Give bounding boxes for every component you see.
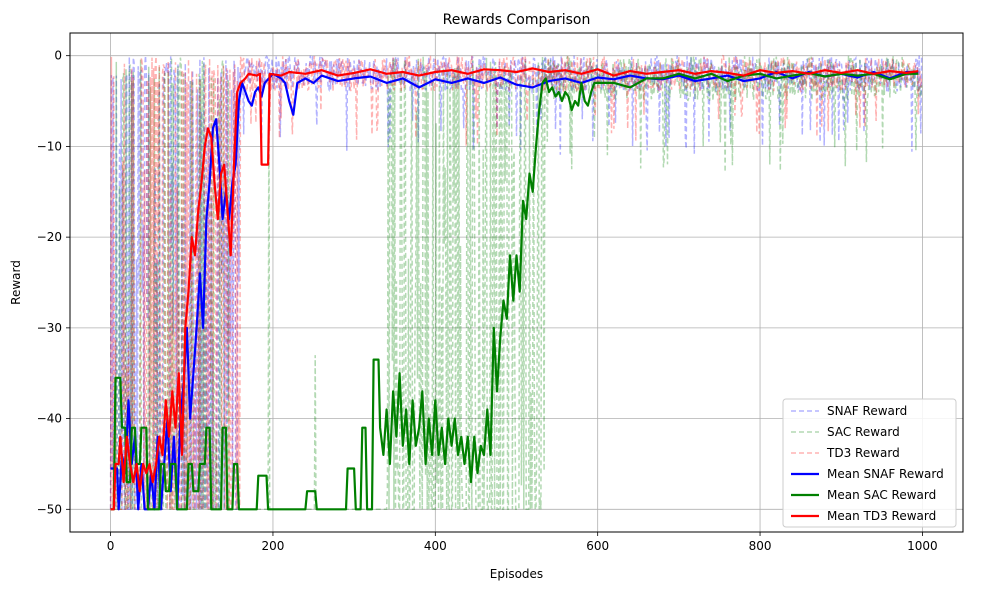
x-tick-label: 200: [262, 539, 285, 553]
chart-title: Rewards Comparison: [443, 12, 591, 28]
y-tick-label: −30: [37, 321, 62, 335]
x-tick-label: 600: [586, 539, 609, 553]
x-tick-label: 400: [424, 539, 447, 553]
x-axis-label: Episodes: [490, 567, 543, 581]
mean-series-line: [110, 71, 919, 511]
y-tick-label: −10: [37, 139, 62, 153]
y-tick-label: −50: [37, 502, 62, 516]
legend-entry: Mean SAC Reward: [827, 488, 936, 502]
mean-series-line: [110, 67, 919, 511]
axes-frame: [69, 32, 964, 533]
legend-entry: TD3 Reward: [826, 446, 900, 460]
x-tick-label: 1000: [907, 539, 938, 553]
mean-series-line: [110, 70, 919, 511]
legend: SNAF Reward SAC Reward TD3 Reward Mean SNAF…: [782, 398, 957, 528]
legend-box: [782, 398, 957, 528]
y-tick-label: 0: [54, 49, 62, 63]
y-axis-ticks: −50 −40 −30 −20 −10 0: [37, 49, 70, 516]
legend-entry: Mean TD3 Reward: [827, 509, 936, 523]
x-axis-ticks: 0 200 400 600 800 1000: [107, 532, 938, 553]
legend-entry: SAC Reward: [827, 425, 900, 439]
legend-entry: SNAF Reward: [827, 404, 907, 418]
x-tick-label: 0: [107, 539, 115, 553]
raw-series-line: [110, 53, 923, 511]
legend-entry: Mean SNAF Reward: [827, 467, 944, 481]
y-tick-label: −20: [37, 230, 62, 244]
mean-reward-lines: [110, 67, 919, 511]
x-tick-label: 800: [749, 539, 772, 553]
y-axis-label: Reward: [9, 260, 23, 305]
y-tick-label: −40: [37, 412, 62, 426]
